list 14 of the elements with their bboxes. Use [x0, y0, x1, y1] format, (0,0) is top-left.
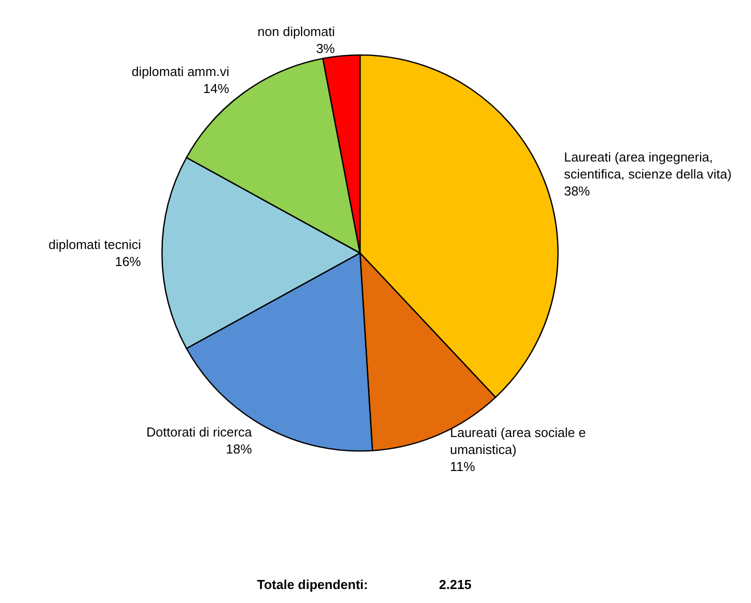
slice-label: Dottorati di ricerca: [146, 424, 253, 440]
data-label: 14%: [203, 80, 230, 96]
data-label: 38%: [564, 184, 590, 199]
data-label: 3%: [316, 40, 336, 56]
slice-label: diplomati tecnici: [48, 237, 142, 252]
data-label: 11%: [450, 458, 476, 474]
data-label: 16%: [114, 254, 142, 269]
text: 2.215: [439, 577, 472, 592]
data-label: 18%: [226, 442, 252, 457]
slice-label: Laureati (area sociale e umanistica): [450, 424, 590, 457]
text: Totale dipendenti:: [257, 577, 368, 592]
slice-label: non diplomati: [258, 24, 335, 39]
slice-label: Laureati (area ingegneria, scientifica, scienze della vita): [564, 150, 732, 182]
slice-label: diplomati amm.vi: [132, 64, 230, 79]
